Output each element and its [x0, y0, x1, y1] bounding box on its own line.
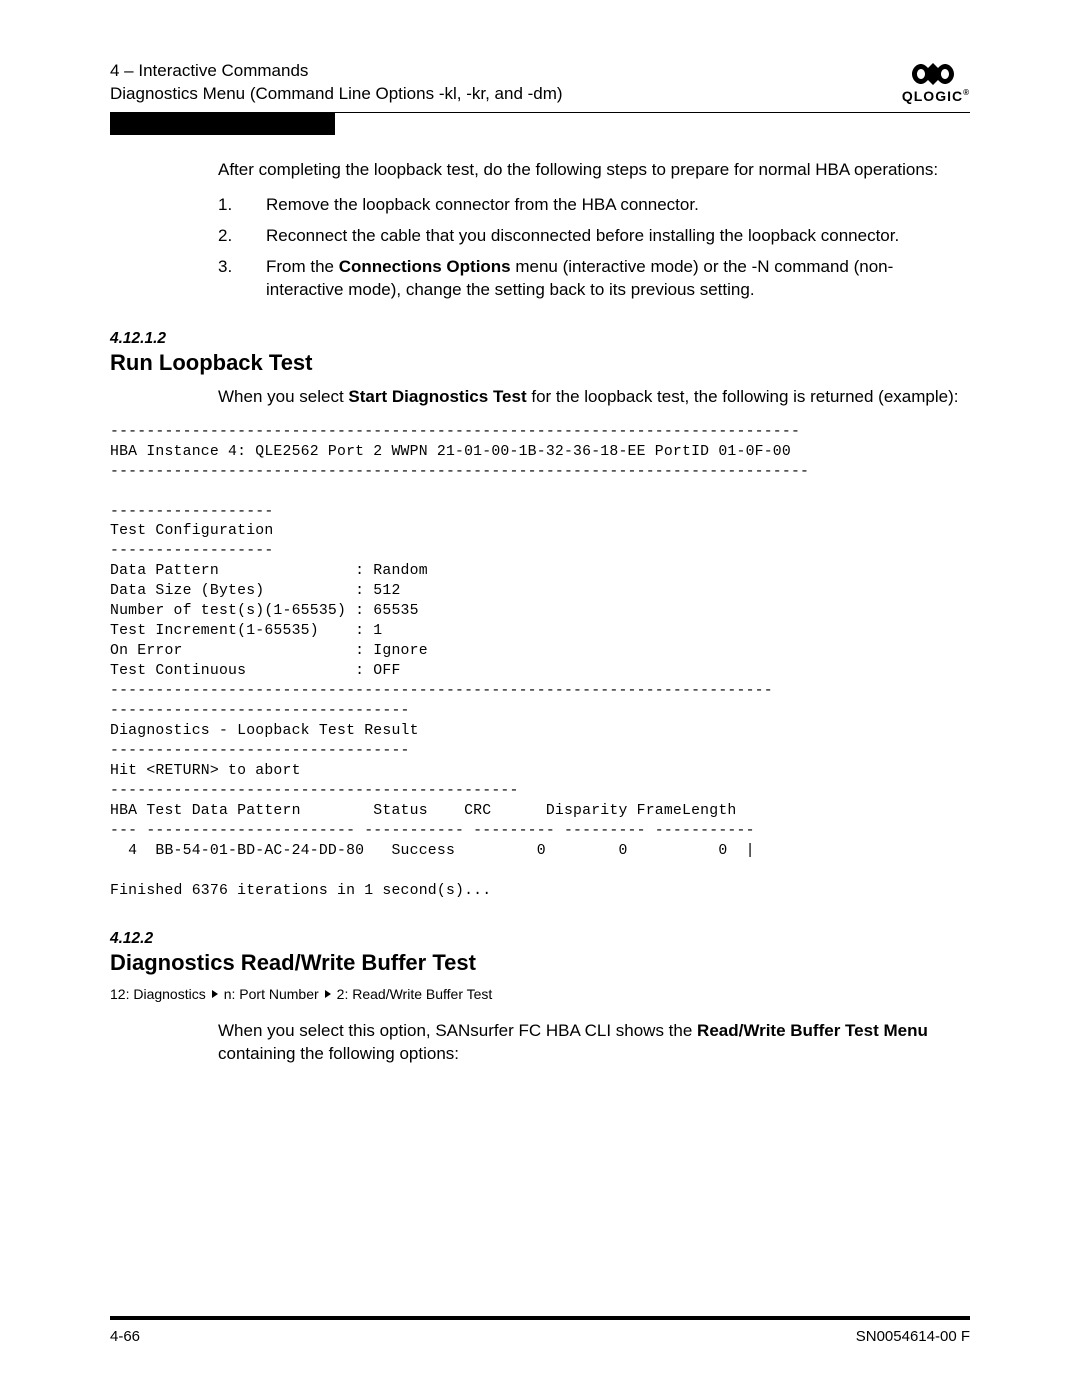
- section-paragraph: When you select this option, SANsurfer F…: [218, 1020, 970, 1066]
- breadcrumb-item: 12: Diagnostics: [110, 986, 206, 1002]
- trademark-icon: ®: [963, 88, 970, 97]
- section-title: Diagnostics Read/Write Buffer Test: [110, 950, 970, 976]
- step-3: 3. From the Connections Options menu (in…: [218, 256, 970, 302]
- logo-text: QLOGIC®: [902, 88, 970, 104]
- page-number: 4-66: [110, 1328, 140, 1345]
- header-black-bar: [110, 113, 335, 135]
- page-header: 4 – Interactive Commands Diagnostics Men…: [110, 60, 970, 113]
- step-text: Reconnect the cable that you disconnecte…: [266, 225, 970, 248]
- menu-name: Read/Write Buffer Test Menu: [697, 1021, 928, 1040]
- section-paragraph: When you select Start Diagnostics Test f…: [218, 386, 970, 409]
- post-test-instructions: After completing the loopback test, do t…: [218, 159, 970, 302]
- step-number: 1.: [218, 194, 266, 217]
- section-title: Run Loopback Test: [110, 350, 970, 376]
- step-text: Remove the loopback connector from the H…: [266, 194, 970, 217]
- console-output: ----------------------------------------…: [110, 423, 970, 902]
- qlogic-mark-icon: [909, 60, 963, 88]
- intro-paragraph: After completing the loopback test, do t…: [218, 159, 970, 182]
- chapter-line: 4 – Interactive Commands: [110, 60, 563, 83]
- step-number: 2.: [218, 225, 266, 248]
- option-name: Start Diagnostics Test: [348, 387, 526, 406]
- section-number: 4.12.1.2: [110, 330, 970, 348]
- chevron-right-icon: [212, 990, 218, 998]
- breadcrumb-item: 2: Read/Write Buffer Test: [337, 986, 493, 1002]
- step-text: From the Connections Options menu (inter…: [266, 256, 970, 302]
- section-number: 4.12.2: [110, 930, 970, 948]
- ordered-steps: 1. Remove the loopback connector from th…: [218, 194, 970, 302]
- brand-logo: QLOGIC®: [902, 60, 970, 106]
- breadcrumb-item: n: Port Number: [224, 986, 319, 1002]
- menu-breadcrumb: 12: Diagnostics n: Port Number 2: Read/W…: [110, 986, 970, 1002]
- menu-name: Connections Options: [339, 257, 511, 276]
- step-number: 3.: [218, 256, 266, 302]
- page-footer: 4-66 SN0054614-00 F: [110, 1316, 970, 1345]
- header-text: 4 – Interactive Commands Diagnostics Men…: [110, 60, 563, 106]
- chevron-right-icon: [325, 990, 331, 998]
- step-1: 1. Remove the loopback connector from th…: [218, 194, 970, 217]
- document-id: SN0054614-00 F: [856, 1328, 970, 1345]
- header-subtitle: Diagnostics Menu (Command Line Options -…: [110, 83, 563, 106]
- step-2: 2. Reconnect the cable that you disconne…: [218, 225, 970, 248]
